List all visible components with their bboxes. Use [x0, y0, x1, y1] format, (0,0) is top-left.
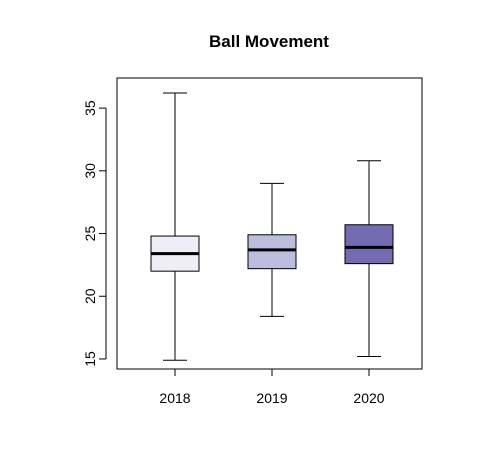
- x-tick-label: 2020: [353, 390, 384, 406]
- box-2020: [344, 160, 394, 357]
- box-2019: [247, 182, 297, 317]
- y-axis: 15 20 25 30 35: [82, 100, 107, 367]
- boxes: [150, 92, 394, 361]
- y-tick-label: 20: [82, 288, 98, 304]
- x-axis: 2018 2019 2020: [159, 369, 385, 406]
- y-tick-label: 15: [82, 351, 98, 367]
- plot-frame: [116, 77, 423, 370]
- y-tick-label: 25: [82, 226, 98, 242]
- iqr-box: [247, 234, 297, 270]
- x-tick-label: 2019: [256, 390, 287, 406]
- iqr-box: [344, 224, 394, 265]
- chart-title: Ball Movement: [209, 32, 329, 51]
- box-2018: [150, 92, 200, 361]
- y-tick-label: 30: [82, 163, 98, 179]
- x-tick-label: 2018: [159, 390, 190, 406]
- y-tick-label: 35: [82, 100, 98, 116]
